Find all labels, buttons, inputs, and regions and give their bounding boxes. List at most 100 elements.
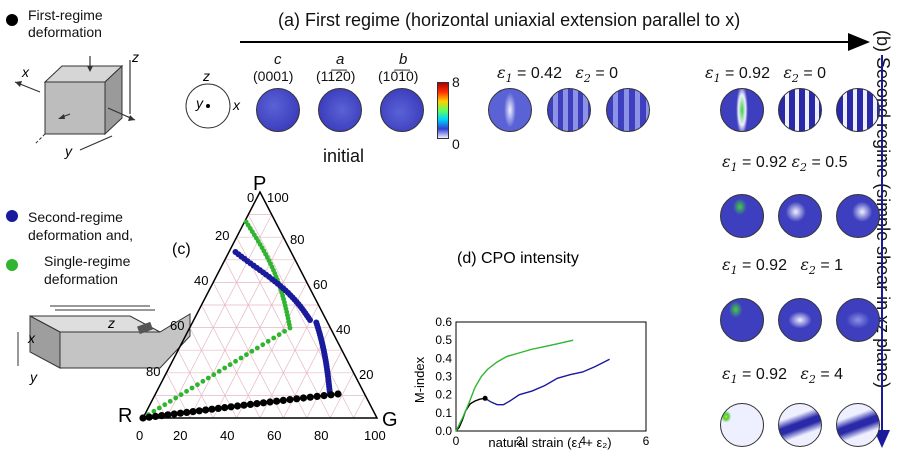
first-regime-point xyxy=(221,404,229,412)
single-regime-point xyxy=(156,405,162,411)
state-1-label: ε1 = 0.92 ε2 = 1 xyxy=(722,255,844,278)
single-regime-point xyxy=(184,388,189,394)
plane-b-axis: b xyxy=(399,51,408,68)
y-tick-label: 0.3 xyxy=(435,370,452,384)
bottom-tick-0: 0 xyxy=(136,428,143,443)
pole-figure-042-b xyxy=(606,88,650,132)
single-regime-point xyxy=(276,332,282,338)
single-regime-point xyxy=(189,385,195,391)
single-regime-point xyxy=(271,335,277,341)
series-line-1 xyxy=(484,358,610,406)
single-regime-point xyxy=(178,392,184,398)
single-regime-point xyxy=(243,219,249,225)
bottom-tick-40: 40 xyxy=(220,428,234,443)
bottom-tick-80: 80 xyxy=(314,428,328,443)
svg-text:y: y xyxy=(64,143,73,159)
pole-figure-initial-c xyxy=(256,88,300,132)
pole-figure-05-b xyxy=(836,194,880,238)
pole-figure-092-0-a xyxy=(778,88,822,132)
pole-figure-05-c xyxy=(720,194,764,238)
state-042-label: ε1 = 0.42 ε2 = 0 xyxy=(497,63,619,86)
regime-switch-point xyxy=(482,395,488,401)
pole-figure-042-c xyxy=(488,88,532,132)
second-regime-point xyxy=(313,319,320,326)
reference-frame-circle: z y x xyxy=(185,70,241,129)
ternary-gridline xyxy=(329,372,354,419)
vertex-p: P xyxy=(253,173,266,195)
first-regime-point xyxy=(164,411,172,419)
single-regime-point xyxy=(151,408,157,414)
first-regime-point xyxy=(202,406,210,414)
first-regime-point xyxy=(183,408,191,416)
single-regime-point xyxy=(233,358,238,364)
panel-c-title: (c) xyxy=(172,241,191,258)
first-regime-point xyxy=(286,396,294,404)
first-regime-point xyxy=(266,398,274,406)
svg-text:z: z xyxy=(131,52,139,65)
first-regime-point xyxy=(293,395,301,403)
right-tick-40: 40 xyxy=(336,322,350,337)
ref-z-label: z xyxy=(202,70,210,84)
single-regime-point xyxy=(238,355,244,361)
panel-d-title: (d) CPO intensity xyxy=(457,250,579,267)
ternary-gridline xyxy=(224,259,308,419)
ternary-gridline xyxy=(212,259,296,419)
vertex-g: G xyxy=(382,409,398,431)
pole-figure-4-a xyxy=(778,403,822,447)
ternary-gridline xyxy=(166,214,273,419)
x-tick-label: 2 xyxy=(516,434,523,448)
single-regime-point xyxy=(227,362,233,368)
plane-c-axis: c xyxy=(274,51,282,68)
first-regime-point xyxy=(170,410,178,418)
left-tick-80: 80 xyxy=(146,364,160,379)
second-regime-point xyxy=(232,249,239,255)
ternary-diagram: (c) P R G 0 20 40 60 80 100 0 100 20 40 … xyxy=(118,173,398,443)
legend-first-label: First-regime deformation xyxy=(28,7,103,40)
single-regime-point xyxy=(205,375,211,381)
bottom-tick-60: 60 xyxy=(267,428,281,443)
plane-c-miller: (0001) xyxy=(253,68,294,84)
bottom-tick-20: 20 xyxy=(173,428,187,443)
first-regime-point xyxy=(195,407,203,415)
pole-figure-1-a xyxy=(778,298,822,342)
single-regime-point xyxy=(282,328,287,334)
panel-b-arrow-line xyxy=(881,55,883,433)
svg-text:x: x xyxy=(27,330,36,346)
first-regime-point xyxy=(233,402,242,410)
first-regime-point xyxy=(299,394,308,402)
x-axis-label: natural strain (ε₁ + ε₂) xyxy=(488,435,611,450)
single-regime-point xyxy=(211,372,217,378)
single-regime-point xyxy=(173,395,179,401)
pole-figure-042-a xyxy=(547,88,591,132)
ternary-gridline xyxy=(353,395,366,419)
pole-figure-4-b xyxy=(836,403,880,447)
single-regime-point xyxy=(167,398,173,404)
panel-b-arrowhead xyxy=(874,430,890,448)
ternary-frame xyxy=(141,190,379,419)
legend-first-dot xyxy=(6,14,18,26)
plane-a-miller: (11̅2̅0) xyxy=(316,68,356,84)
svg-text:x: x xyxy=(21,64,30,80)
left-tick-20: 20 xyxy=(215,228,229,243)
first-regime-point xyxy=(306,393,314,401)
first-regime-point xyxy=(334,390,342,398)
ternary-gridline xyxy=(201,304,261,419)
svg-text:y: y xyxy=(29,369,38,385)
series-line-0 xyxy=(455,397,486,432)
first-regime-point xyxy=(189,408,197,416)
pole-figure-05-a xyxy=(778,194,822,238)
single-regime-point xyxy=(249,348,255,354)
state-4-label: ε1 = 0.92 ε2 = 4 xyxy=(722,364,844,387)
state-092-0-label: ε1 = 0.92 ε2 = 0 xyxy=(705,63,827,86)
shear-block-sketch: x z y xyxy=(17,305,191,385)
pole-figure-092-0-c xyxy=(720,88,764,132)
series-line-2 xyxy=(455,339,574,432)
x-tick-label: 6 xyxy=(643,434,650,448)
right-tick-60: 60 xyxy=(313,277,327,292)
first-regime-point xyxy=(259,399,268,407)
single-regime-point xyxy=(222,365,228,371)
x-tick-label: 0 xyxy=(453,434,460,448)
first-regime-point xyxy=(139,414,147,422)
single-regime-point xyxy=(260,342,266,348)
svg-text:z: z xyxy=(107,315,115,331)
